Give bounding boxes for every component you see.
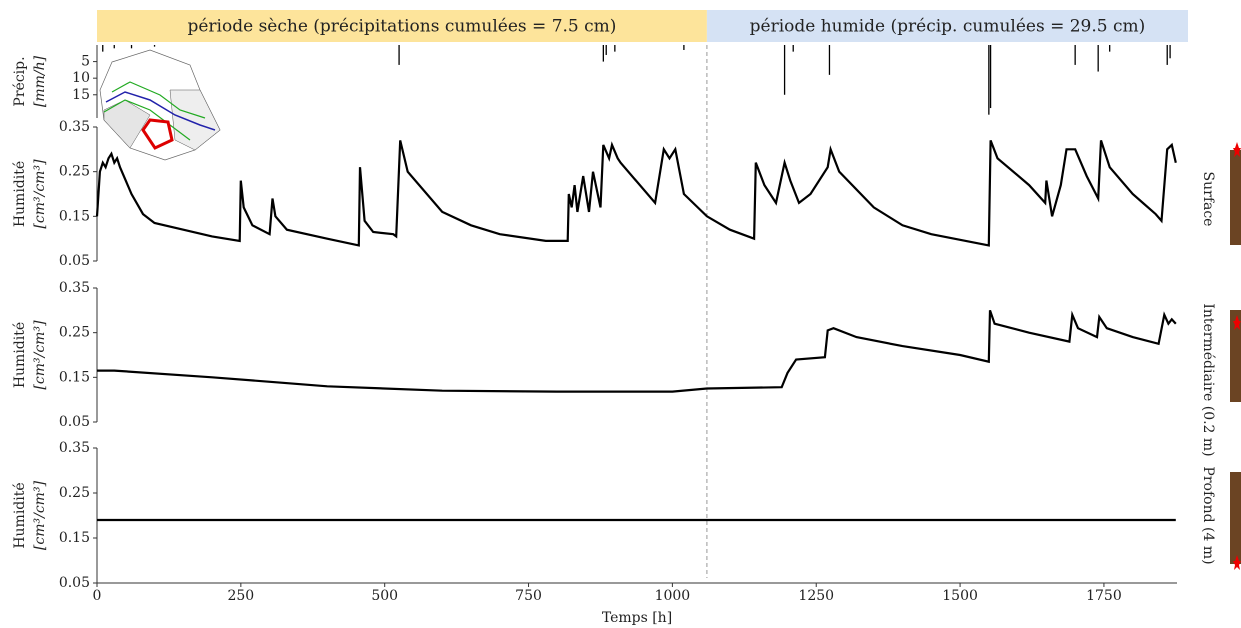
y-tick-label: 0.05 <box>59 253 90 269</box>
y-tick-label: 0.25 <box>59 485 90 501</box>
x-tick-label: 0 <box>93 588 102 604</box>
y-tick-label: 5 <box>81 54 90 70</box>
y-tick-label: 0.05 <box>59 414 90 430</box>
map-river <box>105 91 216 131</box>
sensor-star <box>1233 555 1241 570</box>
y-axis-label: Précip. <box>12 56 28 106</box>
x-tick-label: 750 <box>515 588 542 604</box>
y-tick-label: 15 <box>72 87 90 103</box>
y-tick-label: 0.25 <box>59 325 90 341</box>
y-axis-label: [cm³/cm³] <box>32 159 48 229</box>
y-tick-label: 0.15 <box>59 369 90 385</box>
y-axis-label: Humidité <box>12 161 28 227</box>
banner-text: période humide (précip. cumulées = 29.5 … <box>750 17 1146 37</box>
x-axis-label: Temps [h] <box>602 610 672 626</box>
map-highlight <box>141 118 174 150</box>
map-boundary <box>103 99 191 141</box>
y-tick-label: 0.05 <box>59 575 90 591</box>
map-zone <box>169 89 221 151</box>
map-inset <box>99 49 221 161</box>
y-axis-label: [cm³/cm³] <box>32 320 48 390</box>
x-tick-label: 1000 <box>655 588 691 604</box>
y-tick-label: 0.35 <box>59 119 90 135</box>
sensor-star <box>1233 315 1241 330</box>
sensor-star <box>1233 142 1241 157</box>
panel-label: Intermédiaire (0.2 m) <box>1200 303 1216 456</box>
y-tick-label: 0.15 <box>59 530 90 546</box>
y-axis-label: Humidité <box>12 322 28 388</box>
soil-column <box>1230 472 1241 564</box>
x-tick-label: 500 <box>371 588 398 604</box>
x-tick-label: 250 <box>227 588 254 604</box>
y-tick-label: 0.25 <box>59 164 90 180</box>
moisture-line <box>95 140 1177 247</box>
panel-label: Profond (4 m) <box>1200 466 1216 564</box>
map-boundary <box>111 81 206 119</box>
y-axis-label: [mm/h] <box>32 55 48 107</box>
y-tick-label: 0.35 <box>59 280 90 296</box>
banner-wet <box>706 10 1188 42</box>
soil-icons <box>1230 142 1241 570</box>
moisture-line <box>97 309 1177 393</box>
x-tick-label: 1250 <box>798 588 834 604</box>
panel-label: Surface <box>1200 172 1216 227</box>
banner-text: période sèche (précipitations cumulées =… <box>187 17 616 37</box>
soil-column <box>1230 310 1241 402</box>
y-axis-label: [cm³/cm³] <box>32 480 48 550</box>
y-tick-label: 0.15 <box>59 208 90 224</box>
banner-dry <box>97 10 707 42</box>
x-tick-label: 1750 <box>1086 588 1122 604</box>
y-tick-label: 10 <box>72 70 90 86</box>
soil-column <box>1230 150 1241 245</box>
x-tick-label: 1500 <box>942 588 978 604</box>
y-tick-label: 0.35 <box>59 440 90 456</box>
y-axis-label: Humidité <box>12 482 28 548</box>
